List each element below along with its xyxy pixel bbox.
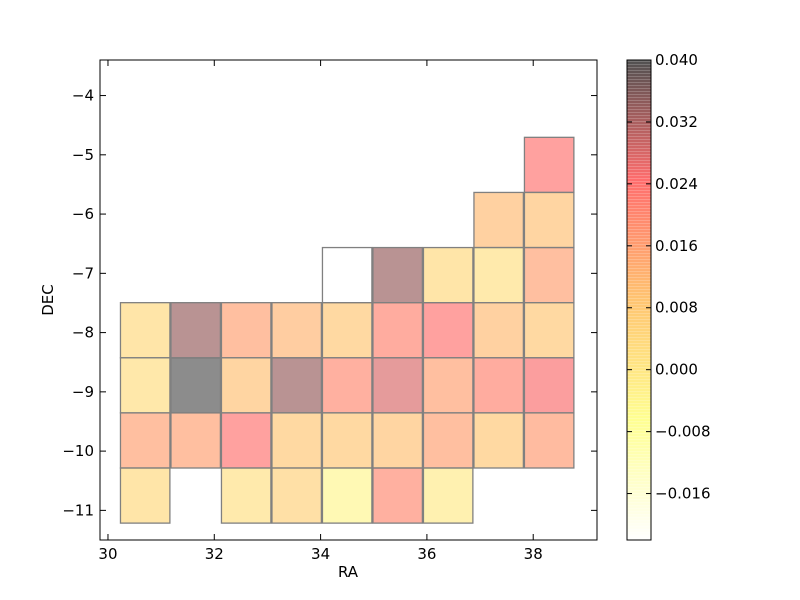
heatmap-cell	[473, 412, 525, 469]
heatmap-cell	[119, 412, 171, 469]
heatmap-cell	[271, 302, 323, 359]
colorbar-tick-label: 0.016	[655, 237, 698, 255]
heatmap-cell	[473, 357, 525, 414]
heatmap-cell	[372, 357, 424, 414]
y-tick-label: −11	[62, 501, 94, 519]
heatmap-cell	[372, 412, 424, 469]
heatmap-cell	[422, 302, 474, 359]
colorbar-tick-label: 0.032	[655, 113, 698, 131]
y-tick-label: −10	[62, 442, 94, 460]
colorbar-tick-label: 0.000	[655, 361, 698, 379]
heatmap-cell	[523, 191, 575, 249]
x-axis: 30 32 34 36 38	[98, 60, 543, 563]
heatmap-cell	[220, 302, 272, 359]
heatmap-cell	[523, 246, 575, 304]
heatmap-cell	[523, 412, 575, 469]
heatmap-cell	[372, 467, 424, 524]
heatmap-cell	[170, 302, 222, 359]
heatmap-cell	[271, 467, 323, 524]
x-tick-label: 36	[417, 545, 436, 563]
heatmap-cell	[271, 357, 323, 414]
x-tick-label: 38	[524, 545, 543, 563]
x-tick-label: 32	[205, 545, 224, 563]
y-tick-label: −5	[72, 146, 94, 164]
x-tick-label: 30	[98, 545, 117, 563]
plot-frame	[99, 59, 598, 541]
heatmap-cell	[119, 302, 171, 359]
colorbar-tick-label: −0.016	[655, 485, 711, 503]
colorbar-tick-label: 0.024	[655, 175, 698, 193]
heatmap-cells	[119, 136, 575, 524]
colorbar-frame	[626, 59, 652, 541]
colorbar-bands	[627, 59, 651, 541]
y-tick-label: −9	[72, 383, 94, 401]
heatmap-cell	[422, 412, 474, 469]
heatmap-cell	[321, 467, 373, 524]
heatmap-cell	[119, 357, 171, 414]
heatmap-cell	[473, 191, 525, 249]
heatmap-cell	[220, 357, 272, 414]
y-axis: −4 −5 −6 −7 −8 −9 −10 −11	[62, 87, 597, 519]
colorbar: 0.040 0.032 0.024 0.016 0.008 0.000 −0.008 −0.0…	[626, 51, 711, 541]
heatmap-cell	[523, 302, 575, 359]
heatmap-cell	[523, 357, 575, 414]
y-axis-label: DEC	[39, 284, 57, 316]
heatmap-cell	[372, 302, 424, 359]
heatmap-cell	[473, 246, 525, 304]
heatmap-cell	[422, 467, 474, 524]
heatmap-cell	[523, 136, 575, 194]
heatmap-cell	[119, 467, 171, 524]
heatmap-cell	[170, 412, 222, 469]
heatmap-cell	[321, 246, 373, 304]
heatmap-cell	[321, 412, 373, 469]
colorbar-tick-label: 0.008	[655, 299, 698, 317]
y-tick-label: −8	[72, 324, 94, 342]
y-tick-label: −7	[72, 264, 94, 282]
heatmap-cell	[220, 412, 272, 469]
x-tick-label: 34	[311, 545, 330, 563]
heatmap-cell	[372, 246, 424, 304]
heatmap-cell	[321, 302, 373, 359]
heatmap-cell	[220, 467, 272, 524]
heatmap-cell	[271, 412, 323, 469]
colorbar-tick-label: −0.008	[655, 423, 711, 441]
heatmap-cell	[473, 302, 525, 359]
colorbar-ticks: 0.040 0.032 0.024 0.016 0.008 0.000 −0.008 −0.0…	[627, 51, 711, 503]
heatmap-cell	[422, 357, 474, 414]
y-tick-label: −6	[72, 205, 94, 223]
heatmap-cell	[170, 357, 222, 414]
heatmap-cell	[422, 246, 474, 304]
y-tick-label: −4	[72, 87, 94, 105]
x-axis-label: RA	[338, 563, 359, 581]
heatmap-cell	[321, 357, 373, 414]
colorbar-tick-label: 0.040	[655, 51, 698, 69]
